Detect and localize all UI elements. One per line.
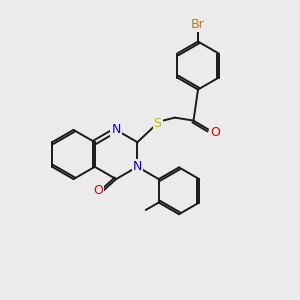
Text: Br: Br <box>191 18 205 31</box>
Text: O: O <box>93 184 103 197</box>
Text: N: N <box>111 123 121 136</box>
Text: O: O <box>210 126 220 139</box>
Text: N: N <box>133 160 142 173</box>
Text: S: S <box>154 116 161 130</box>
